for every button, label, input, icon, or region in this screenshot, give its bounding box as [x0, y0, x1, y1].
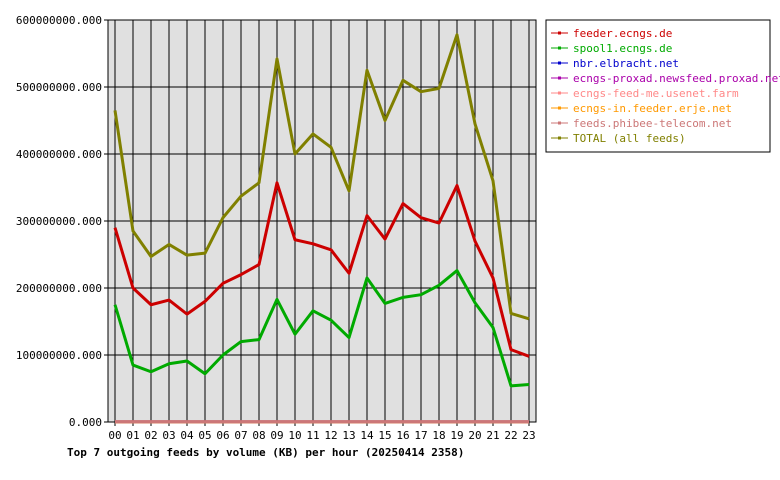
series-lines	[113, 33, 530, 424]
legend-label: nbr.elbracht.net	[573, 57, 679, 70]
legend-marker	[558, 91, 561, 95]
y-tick-label: 300000000.000	[16, 215, 102, 228]
legend-box	[545, 19, 771, 153]
legend-label: ecngs-in.feeder.erje.net	[573, 102, 732, 115]
y-tick-label: 100000000.000	[16, 349, 102, 362]
legend-label: feeder.ecngs.de	[573, 27, 672, 40]
legend-marker	[558, 136, 561, 140]
x-tick-label: 15	[378, 429, 391, 442]
legend-marker	[558, 76, 561, 80]
x-tick-label: 05	[198, 429, 211, 442]
legend-marker	[558, 106, 561, 110]
x-tick-label: 16	[396, 429, 409, 442]
legend-marker	[558, 61, 561, 65]
x-tick-label: 22	[504, 429, 517, 442]
x-tick-label: 13	[342, 429, 355, 442]
legend-marker	[558, 46, 561, 50]
x-tick-label: 08	[252, 429, 265, 442]
chart-title: Top 7 outgoing feeds by volume (KB) per …	[67, 446, 464, 459]
series-line-1	[113, 269, 530, 388]
x-tick-label: 11	[306, 429, 319, 442]
x-axis-ticks: 00 01 02 03 04 05 06 07 08 09 10 11 12 13 14 15 16 17 18 19…	[108, 422, 536, 442]
y-tick-label: 0.000	[69, 416, 102, 429]
legend-marker	[558, 121, 561, 125]
x-tick-label: 09	[270, 429, 283, 442]
x-tick-label: 04	[180, 429, 194, 442]
legend-label: ecngs-proxad.newsfeed.proxad.net	[573, 72, 780, 85]
legend-label: feeds.phibee-telecom.net	[573, 117, 732, 130]
series-line-7	[113, 33, 530, 321]
x-tick-label: 06	[216, 429, 229, 442]
x-tick-label: 23	[522, 429, 535, 442]
legend-label: ecngs-feed-me.usenet.farm	[573, 87, 739, 100]
x-tick-label: 02	[144, 429, 157, 442]
x-tick-label: 03	[162, 429, 175, 442]
legend-label: TOTAL (all feeds)	[573, 132, 686, 145]
x-tick-label: 01	[126, 429, 139, 442]
x-tick-label: 10	[288, 429, 301, 442]
legend-marker	[558, 31, 561, 35]
y-tick-label: 600000000.000	[16, 14, 102, 27]
x-tick-label: 18	[432, 429, 445, 442]
x-tick-label: 14	[360, 429, 374, 442]
x-tick-label: 17	[414, 429, 427, 442]
y-axis-ticks: 0.000 100000000.000 200000000.000 300000000…	[16, 14, 108, 429]
y-tick-label: 400000000.000	[16, 148, 102, 161]
x-tick-label: 21	[486, 429, 499, 442]
x-tick-label: 20	[468, 429, 481, 442]
series-line-0	[113, 181, 530, 358]
legend: feeder.ecngs.de spool1.ecngs.de nbr.elbrac…	[551, 27, 780, 145]
x-tick-label: 07	[234, 429, 247, 442]
y-tick-label: 500000000.000	[16, 81, 102, 94]
x-tick-label: 19	[450, 429, 463, 442]
y-tick-label: 200000000.000	[16, 282, 102, 295]
x-tick-label: 00	[108, 429, 121, 442]
x-tick-label: 12	[324, 429, 337, 442]
legend-label: spool1.ecngs.de	[573, 42, 672, 55]
